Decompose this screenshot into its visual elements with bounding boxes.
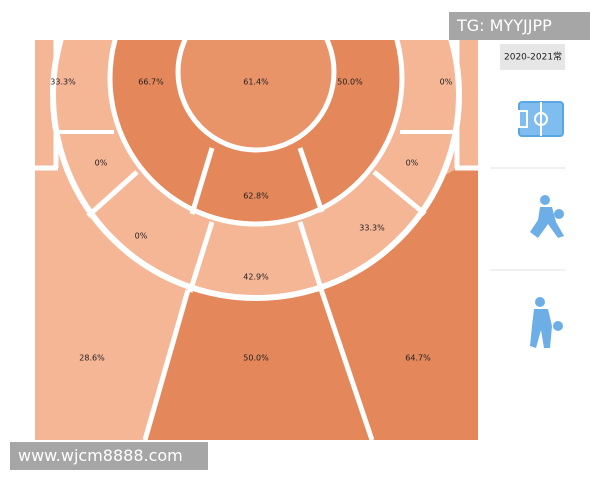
zone-percentage: 0% xyxy=(95,159,108,168)
player-icon[interactable] xyxy=(530,195,564,238)
zone-percentage: 62.8% xyxy=(243,192,269,201)
zone-percentage: 0% xyxy=(135,232,148,241)
zone-percentage: 28.6% xyxy=(79,354,105,363)
court xyxy=(35,40,478,440)
watermark: TG: MYYJJPP xyxy=(449,12,590,40)
zone-percentage: 42.9% xyxy=(243,273,269,282)
zone-percentage: 0% xyxy=(406,159,419,168)
zone-percentage: 66.7% xyxy=(138,78,164,87)
zone-percentage: 0% xyxy=(440,78,453,87)
zone-percentage: 33.3% xyxy=(359,224,385,233)
zone-percentage: 50.0% xyxy=(243,354,269,363)
zone-percentage: 61.4% xyxy=(243,78,269,87)
player-icon[interactable] xyxy=(530,297,563,348)
zone-percentage: 50.0% xyxy=(337,78,363,87)
zone-percentage: 64.7% xyxy=(405,354,431,363)
zone-percentage: 33.3% xyxy=(50,78,76,87)
court-icon[interactable] xyxy=(518,101,564,137)
watermark: www.wjcm8888.com xyxy=(10,442,208,470)
season-label: 2020-2021常 xyxy=(504,51,562,63)
